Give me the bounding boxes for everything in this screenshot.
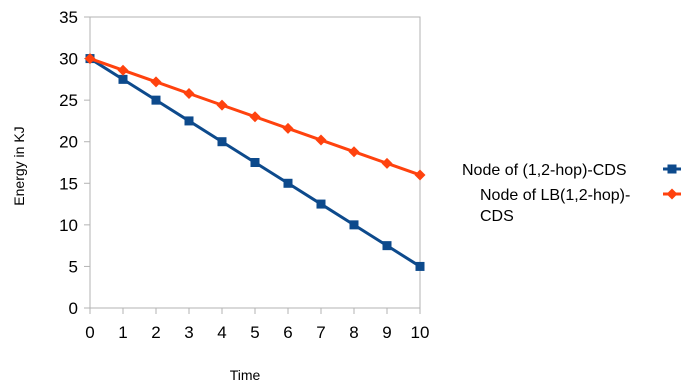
- legend-label: Node of (1,2-hop)-CDS: [462, 162, 627, 179]
- data-point: [216, 99, 228, 111]
- x-tick-label: 7: [316, 323, 325, 342]
- legend-label: CDS: [480, 208, 514, 225]
- legend-marker: [666, 188, 678, 200]
- x-tick-label: 9: [382, 323, 391, 342]
- series-2: [84, 53, 426, 181]
- data-point: [117, 64, 129, 76]
- y-tick-label: 30: [59, 50, 78, 69]
- x-tick-label: 10: [411, 323, 430, 342]
- x-tick-label: 6: [283, 323, 292, 342]
- data-point: [150, 76, 162, 88]
- y-tick-label: 25: [59, 91, 78, 110]
- y-axis-title: Energy in KJ: [11, 126, 27, 205]
- series-group: [84, 53, 426, 271]
- data-point: [84, 53, 96, 65]
- x-tick-label: 5: [250, 323, 259, 342]
- y-tick-label: 10: [59, 216, 78, 235]
- axes: 0 5 10 15 20 25 30 35 0 1 2 3 4 5 6 7 8 9 10: [59, 8, 429, 342]
- data-point: [118, 74, 128, 84]
- y-tick-label: 20: [59, 133, 78, 152]
- data-point: [315, 134, 327, 146]
- y-tick-label: 15: [59, 174, 78, 193]
- data-point: [282, 122, 294, 134]
- data-point: [415, 261, 425, 271]
- x-axis-title: Time: [230, 367, 261, 383]
- legend-marker: [667, 164, 677, 174]
- legend: Node of (1,2-hop)-CDS Node of LB(1,2-hop)…: [462, 162, 681, 225]
- x-tick-label: 1: [118, 323, 127, 342]
- data-point: [151, 95, 161, 105]
- data-point: [184, 116, 194, 126]
- x-tick-label: 0: [85, 323, 94, 342]
- data-point: [349, 220, 359, 230]
- legend-item-2: Node of LB(1,2-hop)- CDS: [480, 187, 681, 225]
- data-point: [382, 241, 392, 251]
- data-point: [217, 137, 227, 147]
- x-tick-label: 8: [349, 323, 358, 342]
- data-point: [381, 157, 393, 169]
- y-tick-label: 35: [59, 8, 78, 27]
- data-point: [414, 169, 426, 181]
- data-point: [316, 199, 326, 209]
- y-tick-label: 0: [69, 299, 78, 318]
- x-tick-label: 2: [151, 323, 160, 342]
- data-point: [249, 111, 261, 123]
- data-point: [283, 178, 293, 188]
- x-tick-label: 3: [184, 323, 193, 342]
- data-point: [348, 146, 360, 158]
- y-tick-label: 5: [69, 257, 78, 276]
- x-tick-label: 4: [217, 323, 226, 342]
- data-point: [250, 158, 260, 167]
- data-point: [183, 87, 195, 99]
- legend-label: Node of LB(1,2-hop)-: [480, 187, 630, 204]
- legend-item-1: Node of (1,2-hop)-CDS: [462, 162, 681, 179]
